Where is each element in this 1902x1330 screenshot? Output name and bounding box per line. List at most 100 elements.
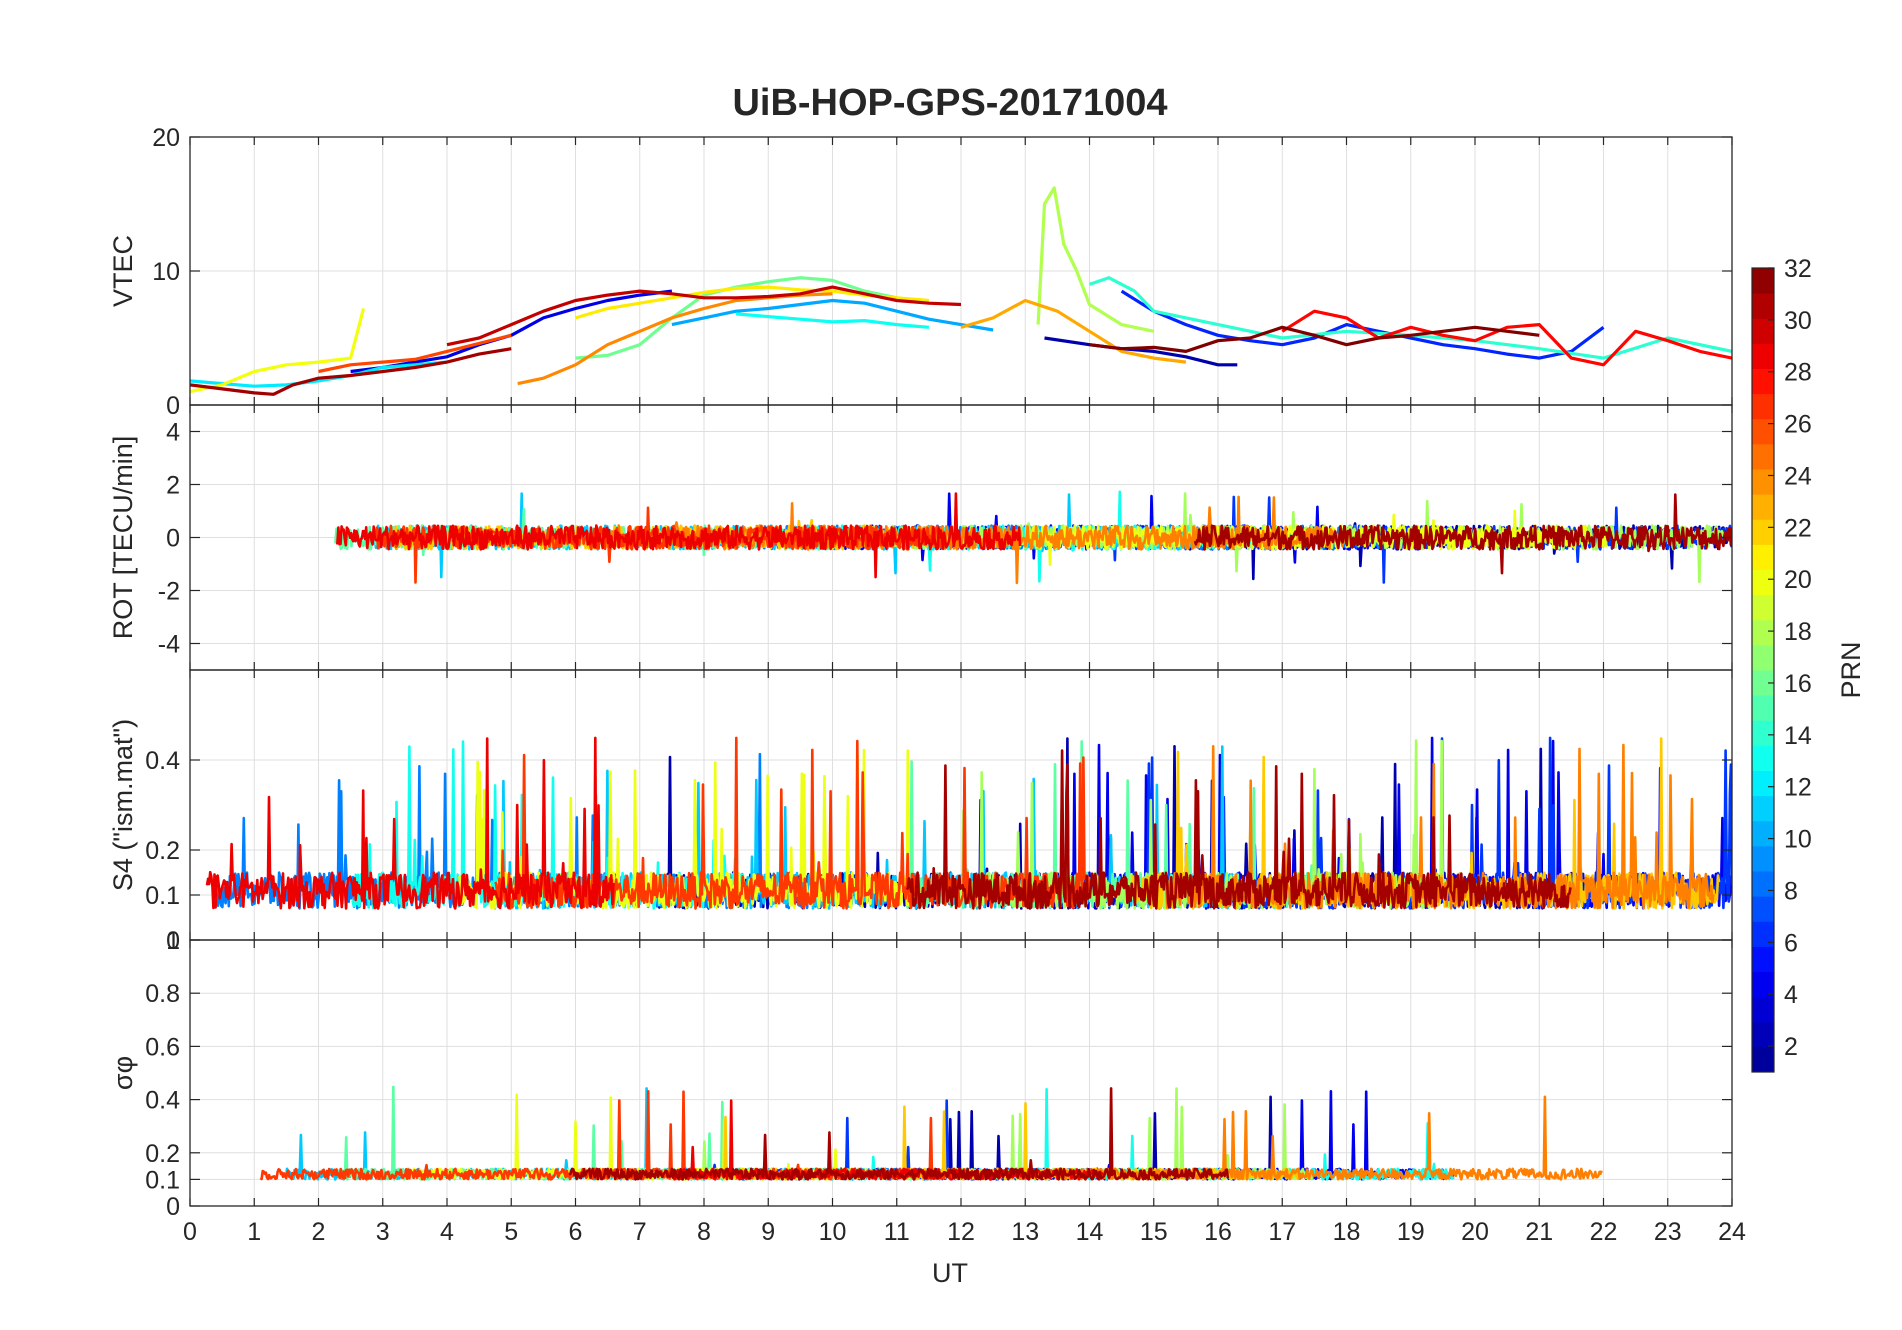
x-tick-label: 22 — [1590, 1218, 1618, 1246]
series-line-prn-23 — [960, 298, 1187, 364]
x-tick-label: 11 — [884, 1218, 910, 1246]
y-tick-label: 0 — [166, 927, 180, 955]
colorbar-cell — [1752, 619, 1774, 646]
colorbar-cell — [1752, 268, 1774, 294]
colorbar-tick-label: 4 — [1784, 981, 1798, 1009]
series-trace-rot — [336, 492, 1022, 579]
x-tick-label: 13 — [1011, 1218, 1039, 1246]
colorbar-cell — [1752, 770, 1774, 797]
colorbar-cell — [1752, 494, 1774, 520]
series-vtec — [190, 186, 1732, 396]
y-tick-label: 0 — [166, 525, 180, 553]
y-tick-label: 0.2 — [145, 837, 180, 865]
colorbar-tick-label: 28 — [1784, 359, 1812, 387]
y-tick-label: 0.2 — [145, 1140, 180, 1168]
x-tick-label: 10 — [819, 1218, 847, 1246]
colorbar-label: PRN — [1836, 641, 1866, 698]
colorbar-cell — [1752, 745, 1774, 771]
x-tick-label: 2 — [312, 1218, 326, 1246]
chart-title: UiB-HOP-GPS-20171004 — [732, 82, 1167, 124]
colorbar-cell — [1752, 695, 1774, 721]
colorbar-cell — [1752, 896, 1774, 922]
series-trace-sigmaphi — [660, 1088, 1455, 1181]
y-tick-label: 1 — [166, 927, 180, 955]
colorbar-tick-label: 32 — [1784, 255, 1812, 283]
series-trace-s4 — [905, 749, 1572, 910]
colorbar-tick-label: 24 — [1784, 462, 1812, 490]
x-tick-label: 5 — [504, 1218, 518, 1246]
series-line-prn-12 — [190, 360, 448, 388]
colorbar-cell — [1752, 871, 1774, 897]
x-tick-label: 7 — [633, 1218, 647, 1246]
colorbar-cell — [1752, 469, 1774, 495]
series-line-prn-28 — [1281, 309, 1732, 367]
x-tick-label: 19 — [1397, 1218, 1425, 1246]
x-tick-label: 12 — [947, 1218, 975, 1246]
colorbar-tick-label: 22 — [1784, 514, 1812, 542]
x-tick-label: 8 — [697, 1218, 711, 1246]
y-tick-label: 0.8 — [145, 980, 180, 1008]
x-tick-label: 9 — [761, 1218, 775, 1246]
colorbar-cell — [1752, 720, 1774, 746]
colorbar-cell — [1752, 644, 1774, 671]
colorbar-cell — [1752, 519, 1774, 545]
colorbar-cell — [1752, 594, 1774, 621]
x-tick-label: 4 — [440, 1218, 454, 1246]
y-tick-label: 4 — [166, 419, 180, 447]
x-tick-label: 6 — [569, 1218, 583, 1246]
colorbar-cell — [1752, 820, 1774, 847]
y-tick-label: 20 — [152, 124, 180, 152]
y-axis-label-s4: S4 ("ism.mat") — [108, 719, 138, 891]
x-axis-label: UT — [932, 1258, 968, 1288]
x-tick-label: 18 — [1333, 1218, 1361, 1246]
colorbar-cell — [1752, 670, 1774, 696]
colorbar-tick-label: 2 — [1784, 1033, 1798, 1061]
x-tick-label: 17 — [1268, 1218, 1296, 1246]
series-trace-sigmaphi — [568, 1087, 1230, 1181]
x-tick-labels: 0 1 2 3 4 5 6 7 8 9 10 11 12 13 14 15 16 17 18 19 20 21 22 23 24 — [183, 1218, 1746, 1246]
series-line-prn-32 — [1089, 325, 1540, 353]
x-tick-label: 20 — [1461, 1218, 1489, 1246]
y-tick-label: 0.4 — [145, 747, 180, 775]
colorbar-cell — [1752, 443, 1774, 470]
y-tick-label: -4 — [158, 631, 180, 659]
panel-s4: 0 0.1 0.2 0.4S4 ("ism.mat") — [108, 669, 1733, 955]
grid-rot — [189, 405, 1733, 670]
series-line-prn-14 — [1088, 276, 1732, 360]
colorbar-tick-label: 8 — [1784, 877, 1798, 905]
colorbar-tick-label: 26 — [1784, 411, 1812, 439]
series-trace-sigmaphi — [411, 1093, 859, 1181]
colorbar-cell — [1752, 368, 1774, 395]
x-tick-label: 16 — [1204, 1218, 1232, 1246]
y-tick-label: 0.1 — [145, 882, 180, 910]
y-axis-label-vtec: VTEC — [108, 235, 138, 307]
colorbar-tick-label: 6 — [1784, 929, 1798, 957]
panel-vtec: 0 10 20 VTEC — [108, 124, 1733, 420]
series-rot — [333, 490, 1732, 585]
x-tick-label: 24 — [1718, 1218, 1746, 1246]
colorbar-cell — [1752, 318, 1774, 344]
panel-rot: -4 -2 0 2 4 ROT [TECU/min] — [108, 404, 1733, 671]
colorbar-frame — [1751, 267, 1775, 1073]
y-tick-label: 0.4 — [145, 1087, 180, 1115]
colorbar-cell — [1752, 544, 1774, 570]
colorbar-tick-label: 18 — [1784, 618, 1812, 646]
colorbar-cell — [1752, 1021, 1774, 1048]
y-tick-label: 0 — [166, 1193, 180, 1221]
y-tick-label: 2 — [166, 472, 180, 500]
series-line-prn-20 — [190, 308, 366, 394]
y-tick-label: 0.6 — [145, 1033, 180, 1061]
series-line-prn-13 — [735, 312, 930, 329]
colorbar-tick-label: 12 — [1784, 774, 1812, 802]
x-tick-label: 1 — [247, 1218, 261, 1246]
colorbar-tick-label: 30 — [1784, 307, 1812, 335]
x-tick-label: 0 — [183, 1218, 197, 1246]
y-tick-label: 0 — [166, 392, 180, 420]
colorbar-cell — [1752, 1046, 1774, 1073]
y-axis-label-rot: ROT [TECU/min] — [108, 436, 138, 640]
series-line-prn-2 — [1044, 336, 1238, 367]
